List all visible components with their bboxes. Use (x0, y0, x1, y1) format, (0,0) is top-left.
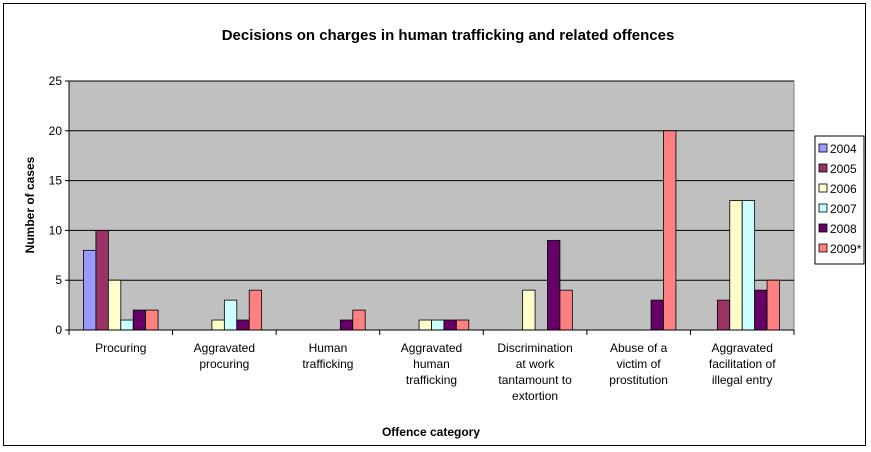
bar-2008-4 (547, 239, 561, 331)
bar-2009-1 (248, 289, 263, 331)
bar-2006-0 (107, 279, 122, 331)
y-tick-label: 20 (49, 124, 63, 138)
legend-swatch (818, 143, 828, 153)
plot-area (68, 80, 795, 331)
x-category-label: Aggravated (712, 341, 773, 355)
bar-chart: Decisions on charges in human traffickin… (23, 27, 865, 439)
bar-2009-2 (352, 309, 366, 331)
x-category-label: human (413, 357, 450, 371)
legend-label: 2007 (830, 202, 857, 216)
x-category-label: Human (309, 341, 348, 355)
x-category-label: Aggravated (401, 341, 462, 355)
legend-swatch (818, 183, 828, 193)
bar-2004-0 (83, 249, 97, 331)
bar-2005-6 (716, 299, 731, 331)
x-category-label: illegal entry (712, 373, 773, 387)
y-axis-title: Number of cases (23, 156, 37, 253)
bar-2007-3 (431, 319, 445, 331)
bar-2007-1 (223, 299, 238, 331)
y-tick-label: 0 (55, 323, 62, 337)
y-tick-label: 5 (55, 273, 62, 287)
bar-2006-3 (418, 319, 432, 331)
y-tick-label: 15 (49, 174, 63, 188)
x-category-label: trafficking (302, 357, 353, 371)
legend-swatch (818, 163, 828, 173)
bar-2009-5 (663, 130, 677, 331)
legend-swatch (818, 203, 828, 213)
legend-swatch (818, 243, 828, 253)
legend-label: 2004 (830, 142, 857, 156)
legend-swatch (818, 223, 828, 233)
bar-2007-6 (741, 200, 756, 331)
legend-label: 2008 (830, 222, 857, 236)
x-axis: Procuring Aggravated procuring Human traffic… (68, 329, 795, 403)
bar-2009-3 (455, 319, 470, 331)
x-category-label: procuring (199, 357, 249, 371)
chart-frame: Decisions on charges in human traffickin… (3, 3, 866, 446)
bar-2009-0 (145, 309, 159, 331)
y-axis: 0 5 10 15 20 25 (49, 74, 70, 337)
bars (83, 130, 780, 331)
bar-2008-3 (443, 319, 457, 331)
bar-2006-1 (211, 319, 225, 331)
x-category-label: tantamount to (498, 373, 572, 387)
bar-2008-0 (132, 309, 147, 331)
bar-2006-6 (729, 200, 743, 331)
bar-2008-6 (754, 289, 768, 331)
x-category-label: facilitation of (709, 357, 776, 371)
y-tick-label: 10 (49, 223, 63, 237)
x-category-label: victim of (617, 357, 662, 371)
bar-2007-0 (120, 319, 134, 331)
bar-2009-6 (766, 279, 780, 331)
legend-label: 2005 (830, 162, 857, 176)
x-category-label: Abuse of a (610, 341, 668, 355)
x-category-label: Aggravated (194, 341, 255, 355)
x-axis-title: Offence category (382, 425, 480, 439)
bar-2008-5 (650, 299, 664, 331)
legend-label: 2006 (830, 182, 857, 196)
y-tick-label: 25 (49, 74, 63, 88)
bar-2005-0 (95, 229, 109, 331)
bar-2008-2 (339, 319, 354, 331)
bar-2006-4 (522, 289, 536, 331)
bar-2009-4 (559, 289, 573, 331)
chart-title: Decisions on charges in human traffickin… (222, 27, 675, 44)
legend-box (814, 135, 865, 265)
x-category-label: at work (516, 357, 556, 371)
bar-2008-1 (236, 319, 250, 331)
x-category-label: Discrimination (497, 341, 572, 355)
x-category-label: Procuring (95, 341, 146, 355)
x-category-label: extortion (512, 389, 558, 403)
x-category-label: prostitution (609, 373, 668, 387)
x-category-label: trafficking (406, 373, 457, 387)
legend-label: 2009* (830, 242, 862, 256)
legend: 2004 2005 2006 2007 2008 2009* (814, 135, 865, 265)
